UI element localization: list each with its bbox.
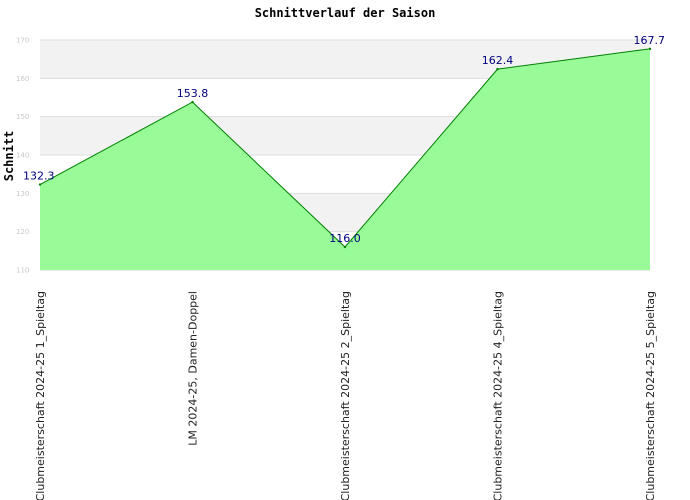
y-tick-label: 160 xyxy=(16,75,29,83)
data-label: 132.3 xyxy=(23,170,55,183)
x-tick-label: Clubmeisterschaft 2024-25 1_Spieltag xyxy=(34,291,47,500)
data-labels: 132.3 153.8 116.0 162.4 167.7 xyxy=(23,34,665,245)
data-point xyxy=(343,245,347,249)
data-label: 167.7 xyxy=(634,34,666,47)
y-tick-label: 170 xyxy=(16,37,29,45)
x-tick-label: Clubmeisterschaft 2024-25 4_Spieltag xyxy=(492,291,505,500)
x-tick-label: Clubmeisterschaft 2024-25 5_Spieltag xyxy=(644,291,657,500)
plot-area xyxy=(38,47,652,270)
y-tick-label: 110 xyxy=(16,267,29,275)
data-label: 162.4 xyxy=(482,54,514,67)
data-point xyxy=(38,183,42,186)
y-axis-ticks: 110 120 130 140 150 160 170 xyxy=(16,37,29,275)
y-tick-label: 140 xyxy=(16,152,29,160)
chart-title: Schnittverlauf der Saison xyxy=(255,6,436,20)
data-label: 116.0 xyxy=(329,232,361,245)
data-label: 153.8 xyxy=(177,87,209,100)
data-point xyxy=(496,67,499,71)
x-tick-label: Clubmeisterschaft 2024-25 2_Spieltag xyxy=(339,291,352,500)
data-point xyxy=(191,100,194,104)
data-point xyxy=(648,47,652,51)
y-tick-label: 150 xyxy=(16,113,29,121)
y-tick-label: 130 xyxy=(16,190,29,198)
y-tick-label: 120 xyxy=(16,228,29,236)
y-axis-label: Schnitt xyxy=(2,131,16,182)
x-tick-label: LM 2024-25, Damen-Doppel xyxy=(187,291,200,446)
series-area xyxy=(40,48,650,270)
x-axis-ticks: Clubmeisterschaft 2024-25 1_Spieltag LM 2… xyxy=(34,291,657,500)
